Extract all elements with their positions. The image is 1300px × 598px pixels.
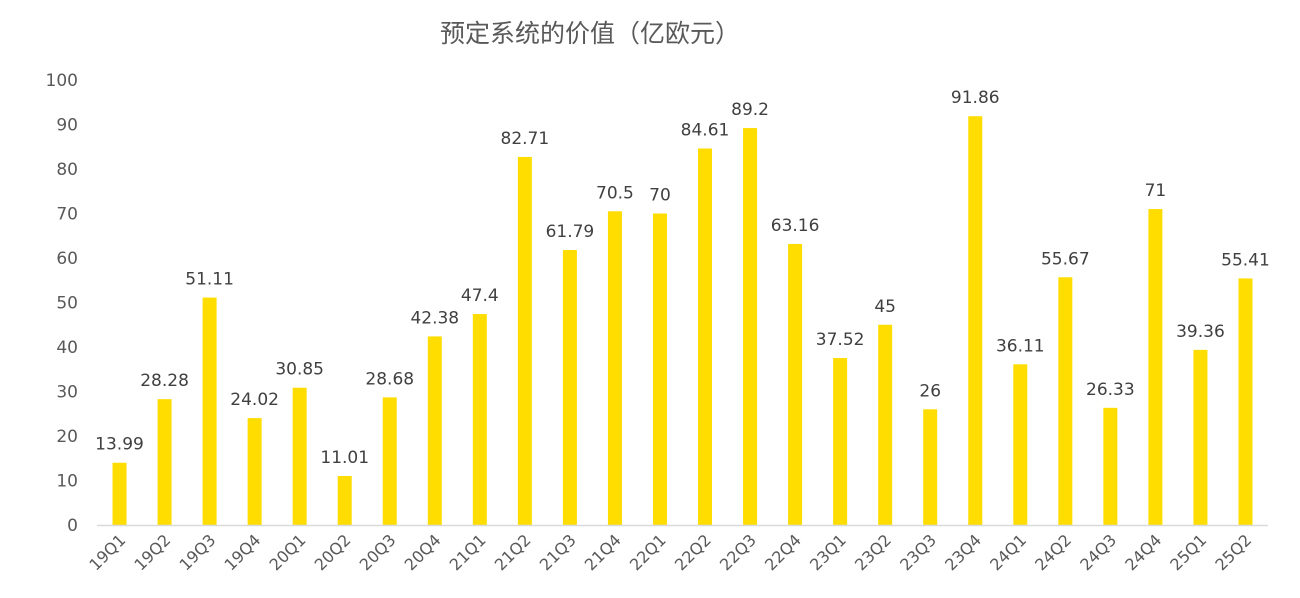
chart-title: 预定系统的价值（亿欧元） bbox=[439, 19, 740, 48]
x-tick-label: 24Q2 bbox=[1031, 530, 1075, 574]
data-label: 71 bbox=[1145, 181, 1167, 201]
x-tick-label: 23Q2 bbox=[851, 530, 895, 574]
bar bbox=[112, 462, 127, 525]
data-label: 26 bbox=[919, 381, 941, 401]
data-label: 63.16 bbox=[771, 216, 820, 236]
data-label: 39.36 bbox=[1176, 322, 1225, 342]
bar bbox=[1103, 407, 1118, 525]
bar bbox=[923, 409, 938, 525]
bar bbox=[607, 211, 622, 525]
x-tick-label: 23Q3 bbox=[896, 530, 940, 574]
x-tick-label: 22Q1 bbox=[626, 530, 670, 574]
bar bbox=[1238, 278, 1253, 525]
data-label: 89.2 bbox=[731, 100, 769, 120]
data-label: 24.02 bbox=[230, 390, 279, 410]
bar bbox=[292, 387, 307, 525]
data-label: 30.85 bbox=[275, 360, 324, 380]
x-tick-label: 20Q2 bbox=[311, 530, 355, 574]
x-tick-label: 19Q4 bbox=[221, 530, 265, 574]
x-tick-label: 21Q2 bbox=[491, 530, 535, 574]
y-tick-label: 50 bbox=[56, 294, 78, 314]
data-label: 28.28 bbox=[140, 371, 189, 391]
y-tick-label: 40 bbox=[56, 338, 78, 358]
data-label: 42.38 bbox=[410, 308, 459, 328]
x-tick-label: 22Q3 bbox=[716, 530, 760, 574]
data-label: 55.67 bbox=[1041, 249, 1090, 269]
x-tick-label: 24Q4 bbox=[1121, 530, 1165, 574]
data-label: 11.01 bbox=[320, 448, 369, 468]
data-label: 61.79 bbox=[546, 222, 595, 242]
bar bbox=[1193, 349, 1208, 525]
y-tick-label: 0 bbox=[67, 516, 78, 536]
data-label: 91.86 bbox=[951, 88, 1000, 108]
data-label: 51.11 bbox=[185, 270, 234, 290]
x-tick-label: 20Q1 bbox=[266, 530, 310, 574]
bar bbox=[743, 128, 758, 525]
bar bbox=[247, 418, 262, 525]
data-label: 45 bbox=[874, 297, 896, 317]
x-tick-label: 24Q1 bbox=[986, 530, 1030, 574]
y-tick-label: 100 bbox=[46, 71, 78, 91]
data-label: 47.4 bbox=[461, 286, 499, 306]
x-tick-label: 20Q4 bbox=[401, 530, 445, 574]
x-tick-label: 23Q4 bbox=[941, 530, 985, 574]
data-label: 36.11 bbox=[996, 336, 1045, 356]
data-label: 26.33 bbox=[1086, 380, 1135, 400]
y-tick-label: 10 bbox=[56, 472, 78, 492]
data-label: 84.61 bbox=[681, 120, 730, 140]
x-tick-label: 22Q4 bbox=[761, 530, 805, 574]
bar bbox=[517, 156, 532, 526]
x-tick-label: 19Q2 bbox=[130, 530, 174, 574]
bar bbox=[833, 358, 848, 525]
x-tick-label: 25Q2 bbox=[1211, 530, 1255, 574]
x-tick-label: 19Q3 bbox=[175, 530, 219, 574]
bar bbox=[337, 476, 352, 525]
data-label: 70 bbox=[649, 186, 671, 206]
y-tick-label: 30 bbox=[56, 383, 78, 403]
data-label: 37.52 bbox=[816, 330, 865, 350]
data-label: 55.41 bbox=[1221, 250, 1270, 270]
x-tick-label: 23Q1 bbox=[806, 530, 850, 574]
bar bbox=[1148, 209, 1163, 526]
x-tick-label: 22Q2 bbox=[671, 530, 715, 574]
y-tick-label: 60 bbox=[56, 249, 78, 269]
x-tick-label: 21Q4 bbox=[581, 530, 625, 574]
x-tick-label: 21Q3 bbox=[536, 530, 580, 574]
x-tick-label: 25Q1 bbox=[1166, 530, 1210, 574]
x-tick-label: 19Q1 bbox=[85, 530, 129, 574]
y-tick-label: 20 bbox=[56, 427, 78, 447]
bar bbox=[562, 250, 577, 526]
data-label: 13.99 bbox=[95, 435, 144, 455]
bar bbox=[698, 148, 713, 525]
data-label: 28.68 bbox=[365, 369, 414, 389]
bar bbox=[382, 397, 397, 525]
bar bbox=[878, 324, 893, 525]
bar bbox=[472, 314, 487, 525]
bar bbox=[788, 243, 803, 526]
bar bbox=[1013, 364, 1028, 525]
bar bbox=[1058, 277, 1073, 525]
y-tick-label: 80 bbox=[56, 160, 78, 180]
bar bbox=[968, 116, 983, 526]
x-tick-label: 21Q1 bbox=[446, 530, 490, 574]
y-tick-label: 90 bbox=[56, 116, 78, 136]
y-tick-label: 70 bbox=[56, 205, 78, 225]
data-label: 82.71 bbox=[501, 129, 550, 149]
bar bbox=[157, 399, 172, 525]
bar bbox=[202, 297, 217, 525]
bar bbox=[652, 213, 667, 525]
x-tick-label: 20Q3 bbox=[356, 530, 400, 574]
data-label: 70.5 bbox=[596, 183, 634, 203]
bar bbox=[427, 336, 442, 525]
x-tick-label: 24Q3 bbox=[1076, 530, 1120, 574]
